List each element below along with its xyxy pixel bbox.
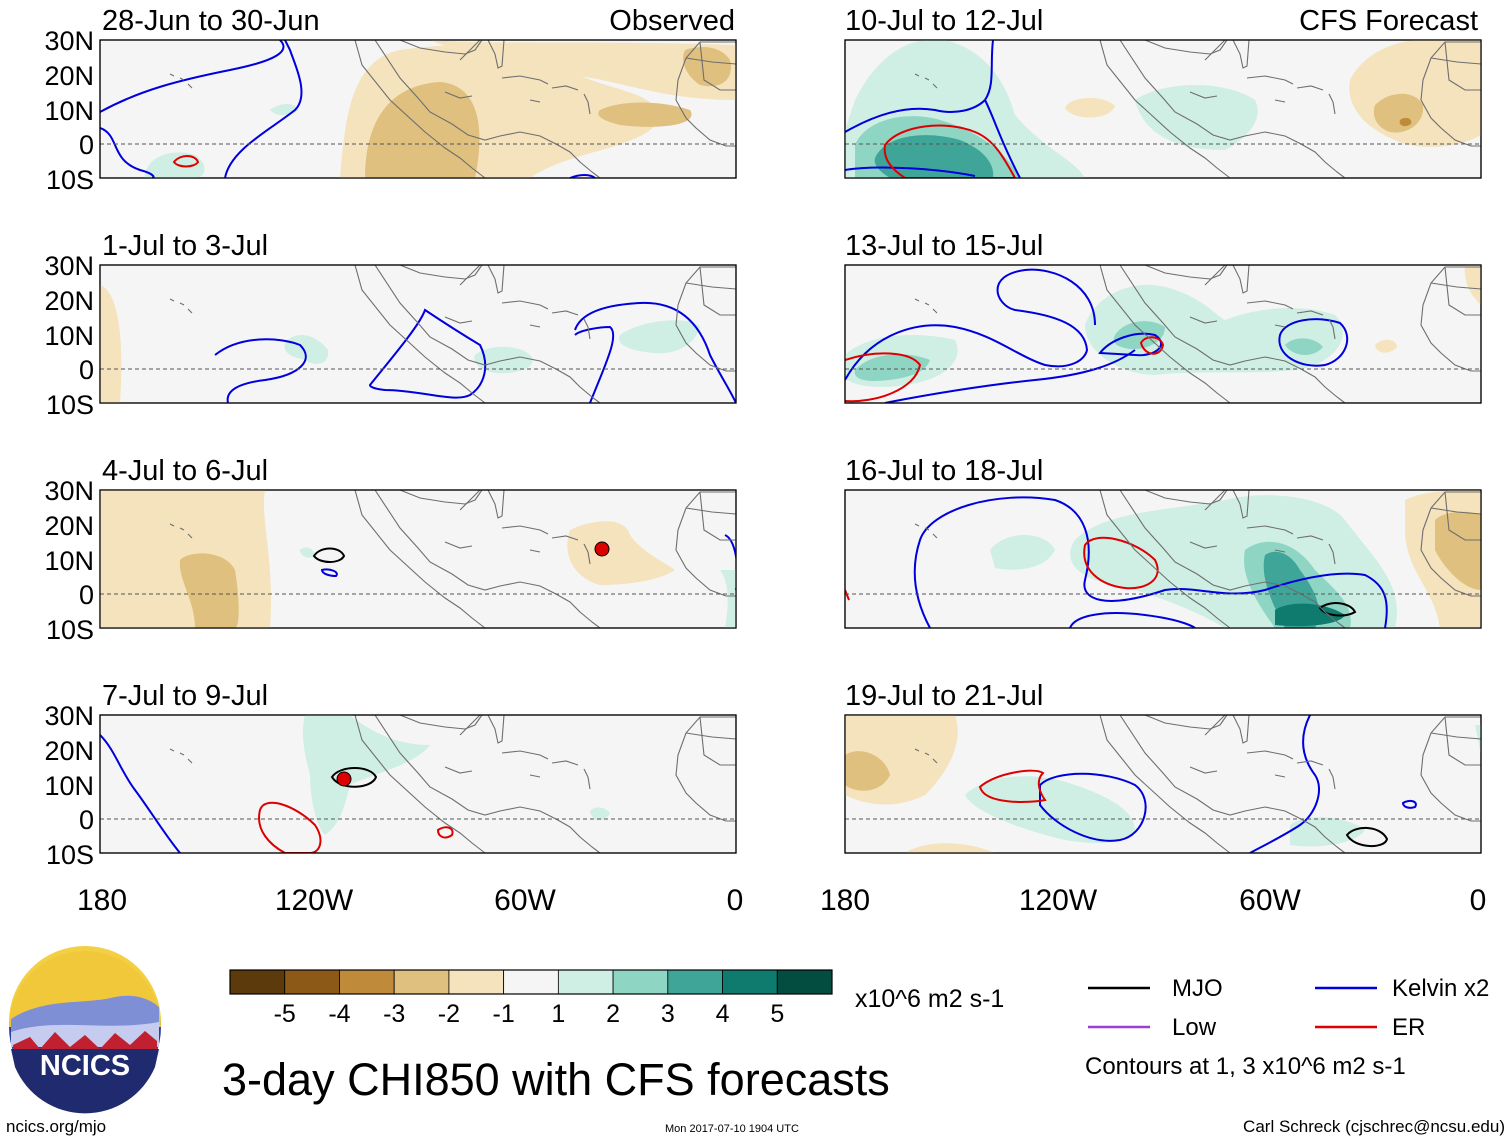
panel-5 bbox=[844, 39, 1482, 179]
panel-title: 13-Jul to 15-Jul bbox=[845, 230, 1043, 262]
panel-title: 16-Jul to 18-Jul bbox=[845, 455, 1043, 487]
legend-label: Low bbox=[1172, 1014, 1217, 1041]
lat-tick-label: 20N bbox=[44, 511, 94, 541]
footer-url: ncics.org/mjo bbox=[6, 1117, 106, 1136]
legend-label: MJO bbox=[1172, 975, 1223, 1002]
panel-title: 19-Jul to 21-Jul bbox=[845, 680, 1043, 712]
colorbar-tick-label: -1 bbox=[493, 1000, 515, 1028]
panel-titles: 28-Jun to 30-Jun Observed 1-Jul to 3-Jul… bbox=[102, 5, 1478, 712]
lon-tick-label: 180 bbox=[77, 884, 127, 917]
chart-title: 3-day CHI850 with CFS forecasts bbox=[222, 1054, 890, 1105]
colorbar-cell bbox=[557, 969, 614, 995]
lon-tick-label: 60W bbox=[494, 884, 556, 917]
lon-tick-label: 120W bbox=[1019, 884, 1098, 917]
colorbar-tick-label: 1 bbox=[551, 1000, 565, 1028]
lat-tick-label: 20N bbox=[44, 736, 94, 766]
colorbar-units: x10^6 m2 s-1 bbox=[855, 985, 1004, 1013]
legend-label: Kelvin x2 bbox=[1392, 975, 1489, 1002]
footer-timestamp: Mon 2017-07-10 1904 UTC bbox=[665, 1123, 799, 1135]
lat-tick-label: 30N bbox=[44, 26, 94, 56]
colorbar-tick-label: 4 bbox=[716, 1000, 730, 1028]
panel-1 bbox=[99, 39, 737, 179]
lat-tick-label: 20N bbox=[44, 61, 94, 91]
colorbar-cell bbox=[612, 969, 669, 995]
ncics-logo: NCICS bbox=[9, 946, 161, 1114]
lon-tick-label: 0 bbox=[1470, 884, 1487, 917]
lat-tick-label: 10N bbox=[44, 546, 94, 576]
lat-tick-label: 10S bbox=[46, 840, 94, 870]
lon-tick-label: 60W bbox=[1239, 884, 1301, 917]
lat-tick-label: 0 bbox=[79, 805, 94, 835]
colorbar-tick-label: -2 bbox=[438, 1000, 460, 1028]
forecast-label: CFS Forecast bbox=[1299, 5, 1478, 37]
lat-tick-label: 0 bbox=[79, 355, 94, 385]
lat-tick-label: 30N bbox=[44, 701, 94, 731]
lat-tick-label: 30N bbox=[44, 476, 94, 506]
lon-tick-label: 120W bbox=[275, 884, 354, 917]
lat-tick-label: 10N bbox=[44, 321, 94, 351]
colorbar-tick-label: 3 bbox=[661, 1000, 675, 1028]
legend: MJO Kelvin x2 Low ER Contours at 1, 3 x1… bbox=[1085, 975, 1489, 1080]
logo-text: NCICS bbox=[40, 1050, 130, 1082]
colorbar-cell bbox=[339, 969, 395, 995]
colorbar-tick-label: -5 bbox=[274, 1000, 296, 1028]
colorbar-cell bbox=[722, 969, 778, 995]
lat-tick-label: 10N bbox=[44, 771, 94, 801]
lat-tick-label: 10S bbox=[46, 390, 94, 420]
colorbar-tick-label: 5 bbox=[770, 1000, 784, 1028]
colorbar-tick-label: -3 bbox=[383, 1000, 405, 1028]
colorbar-cell bbox=[667, 969, 723, 995]
lat-tick-label: 10S bbox=[46, 615, 94, 645]
footer-credit: Carl Schreck (cjschrec@ncsu.edu) bbox=[1243, 1117, 1505, 1136]
colorbar-cell bbox=[503, 969, 559, 995]
colorbar-tick-label: 2 bbox=[606, 1000, 620, 1028]
panel-7 bbox=[844, 489, 1482, 629]
panel-8 bbox=[844, 714, 1482, 854]
panel-title: 1-Jul to 3-Jul bbox=[102, 230, 268, 262]
contour-note: Contours at 1, 3 x10^6 m2 s-1 bbox=[1085, 1053, 1406, 1080]
colorbar-tick-label: -4 bbox=[328, 1000, 350, 1028]
lon-tick-label: 0 bbox=[727, 884, 744, 917]
lat-tick-label: 10S bbox=[46, 165, 94, 195]
lon-labels: 180 120W 60W 0 180 120W 60W 0 bbox=[77, 884, 1486, 917]
lat-tick-label: 0 bbox=[79, 580, 94, 610]
panel-title: 28-Jun to 30-Jun bbox=[102, 5, 320, 37]
lat-labels: 30N 20N 10N 0 10S 30N 20N 10N 0 10S 30N … bbox=[44, 26, 94, 870]
lat-tick-label: 10N bbox=[44, 96, 94, 126]
colorbar-cell bbox=[448, 969, 505, 995]
panel-title: 7-Jul to 9-Jul bbox=[102, 680, 268, 712]
colorbar-cell bbox=[284, 969, 340, 995]
colorbar-cell bbox=[776, 969, 833, 995]
colorbar: -5 -4 -3 -2 -1 1 2 3 4 5 bbox=[229, 969, 833, 1028]
lat-tick-label: 0 bbox=[79, 130, 94, 160]
panel-4 bbox=[99, 714, 737, 854]
legend-label: ER bbox=[1392, 1014, 1425, 1041]
panel-2 bbox=[99, 264, 737, 404]
panel-6 bbox=[844, 264, 1482, 404]
colorbar-cell bbox=[393, 969, 450, 995]
colorbar-cell bbox=[229, 969, 286, 995]
panel-3 bbox=[99, 489, 737, 629]
observed-label: Observed bbox=[609, 5, 735, 37]
panel-title: 4-Jul to 6-Jul bbox=[102, 455, 268, 487]
lat-tick-label: 30N bbox=[44, 251, 94, 281]
lon-tick-label: 180 bbox=[820, 884, 870, 917]
lat-tick-label: 20N bbox=[44, 286, 94, 316]
panel-title: 10-Jul to 12-Jul bbox=[845, 5, 1043, 37]
